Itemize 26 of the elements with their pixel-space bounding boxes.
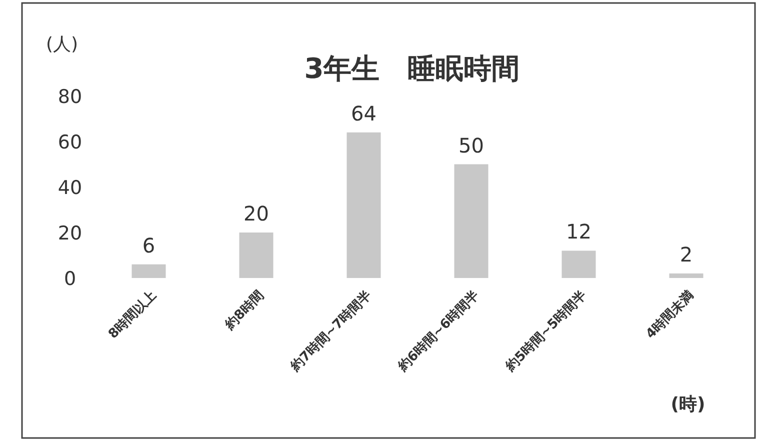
- bar: [239, 232, 274, 278]
- bar: [346, 132, 381, 278]
- x-tick-label: 約6時間~6時間半: [395, 288, 482, 376]
- data-label: 2: [680, 242, 693, 266]
- bar: [132, 264, 166, 278]
- x-tick-label: 約5時間~5時間半: [502, 288, 590, 376]
- data-label: 12: [566, 220, 592, 244]
- x-tick-label: 4時間未満: [643, 288, 698, 342]
- data-label: 50: [458, 133, 484, 158]
- data-label: 64: [351, 101, 376, 126]
- data-label: 20: [244, 202, 269, 226]
- x-axis-title: (時): [670, 394, 706, 415]
- y-tick-label: 20: [58, 222, 82, 244]
- y-tick-label: 80: [58, 86, 82, 108]
- data-label: 6: [142, 233, 156, 258]
- bar: [669, 273, 704, 278]
- x-tick-label: 約8時間: [222, 288, 268, 334]
- y-tick-label: 0: [64, 268, 76, 290]
- x-tick-label: 約7時間~7時間半: [288, 288, 375, 376]
- x-tick-label: 8時間以上: [106, 288, 160, 342]
- bar: [562, 250, 596, 278]
- y-tick-label: 60: [58, 132, 82, 154]
- bar: [454, 164, 488, 278]
- y-axis-title: (人): [46, 34, 78, 55]
- y-tick-label: 40: [58, 177, 82, 199]
- chart-title: 3年生 睡眠時間: [304, 52, 520, 85]
